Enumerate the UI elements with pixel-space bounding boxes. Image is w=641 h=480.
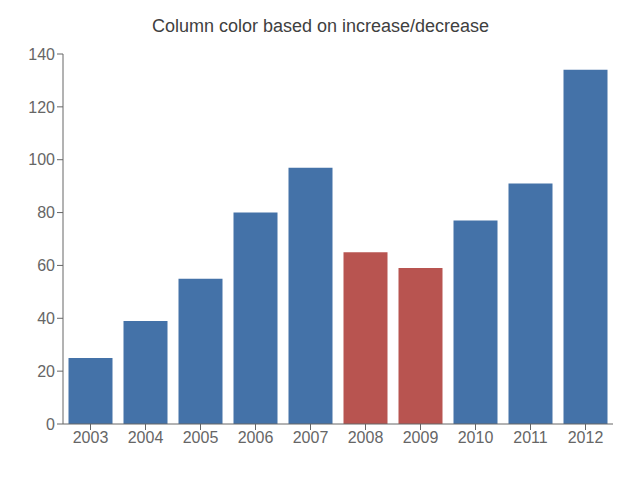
svg-text:0: 0	[46, 416, 55, 433]
svg-text:2003: 2003	[73, 429, 109, 446]
svg-text:100: 100	[28, 151, 55, 168]
svg-text:80: 80	[37, 204, 55, 221]
svg-text:2007: 2007	[293, 429, 329, 446]
svg-text:2010: 2010	[458, 429, 494, 446]
html-text:Column color based on increase: Column color based on increase/decrease	[151, 16, 490, 36]
svg-text:2011: 2011	[513, 429, 548, 446]
svg-text:2009: 2009	[403, 429, 439, 446]
svg-text:2004: 2004	[128, 429, 164, 446]
svg-text:60: 60	[37, 257, 55, 274]
svg-text:2012: 2012	[568, 429, 604, 446]
svg-text:20: 20	[37, 363, 55, 380]
svg-text:2006: 2006	[238, 429, 274, 446]
svg-text:140: 140	[28, 46, 55, 63]
svg-text:40: 40	[37, 310, 55, 327]
svg-text:2005: 2005	[183, 429, 219, 446]
svg-text:2008: 2008	[348, 429, 384, 446]
svg-text:120: 120	[28, 99, 55, 116]
